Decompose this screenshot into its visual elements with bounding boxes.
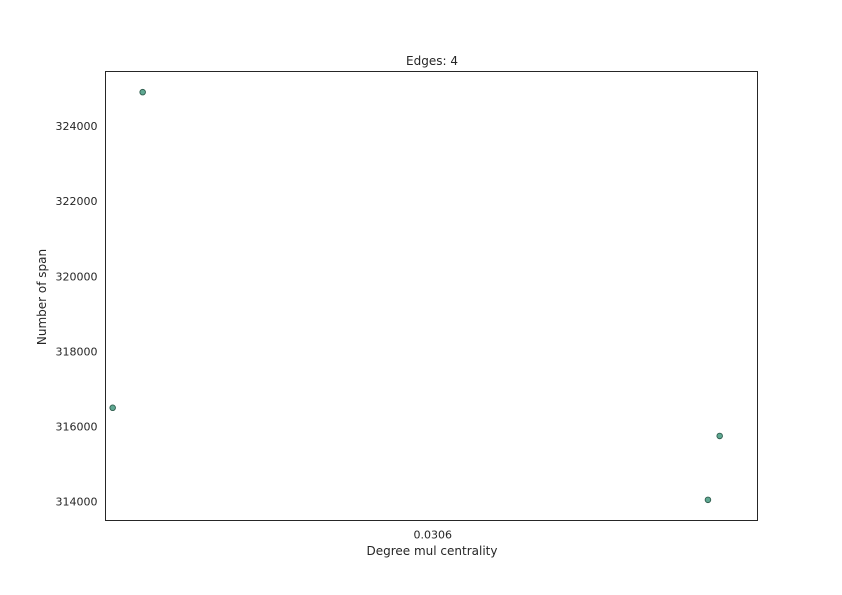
data-points <box>109 88 723 504</box>
scatter-point <box>139 88 146 96</box>
x-tick-label: 0.0306 <box>414 529 453 542</box>
x-axis-label: Degree mul centrality <box>367 544 498 558</box>
y-tick-label: 314000 <box>56 496 98 509</box>
scatter-point <box>704 496 712 504</box>
y-axis-label: Number of span <box>35 249 49 345</box>
y-tick-label: 316000 <box>56 421 98 434</box>
x-axis-ticks: 0.0306 <box>414 529 453 542</box>
y-tick-label: 322000 <box>56 195 98 208</box>
y-axis-ticks: 314000 316000 318000 320000 322000 324000 <box>56 120 98 509</box>
y-tick-label: 318000 <box>56 345 98 358</box>
scatter-point <box>716 432 723 440</box>
scatter-point <box>109 404 116 412</box>
plot-frame <box>105 71 758 521</box>
y-tick-label: 324000 <box>56 120 98 133</box>
chart-title: Edges: 4 <box>406 54 458 68</box>
y-tick-label: 320000 <box>56 270 98 283</box>
